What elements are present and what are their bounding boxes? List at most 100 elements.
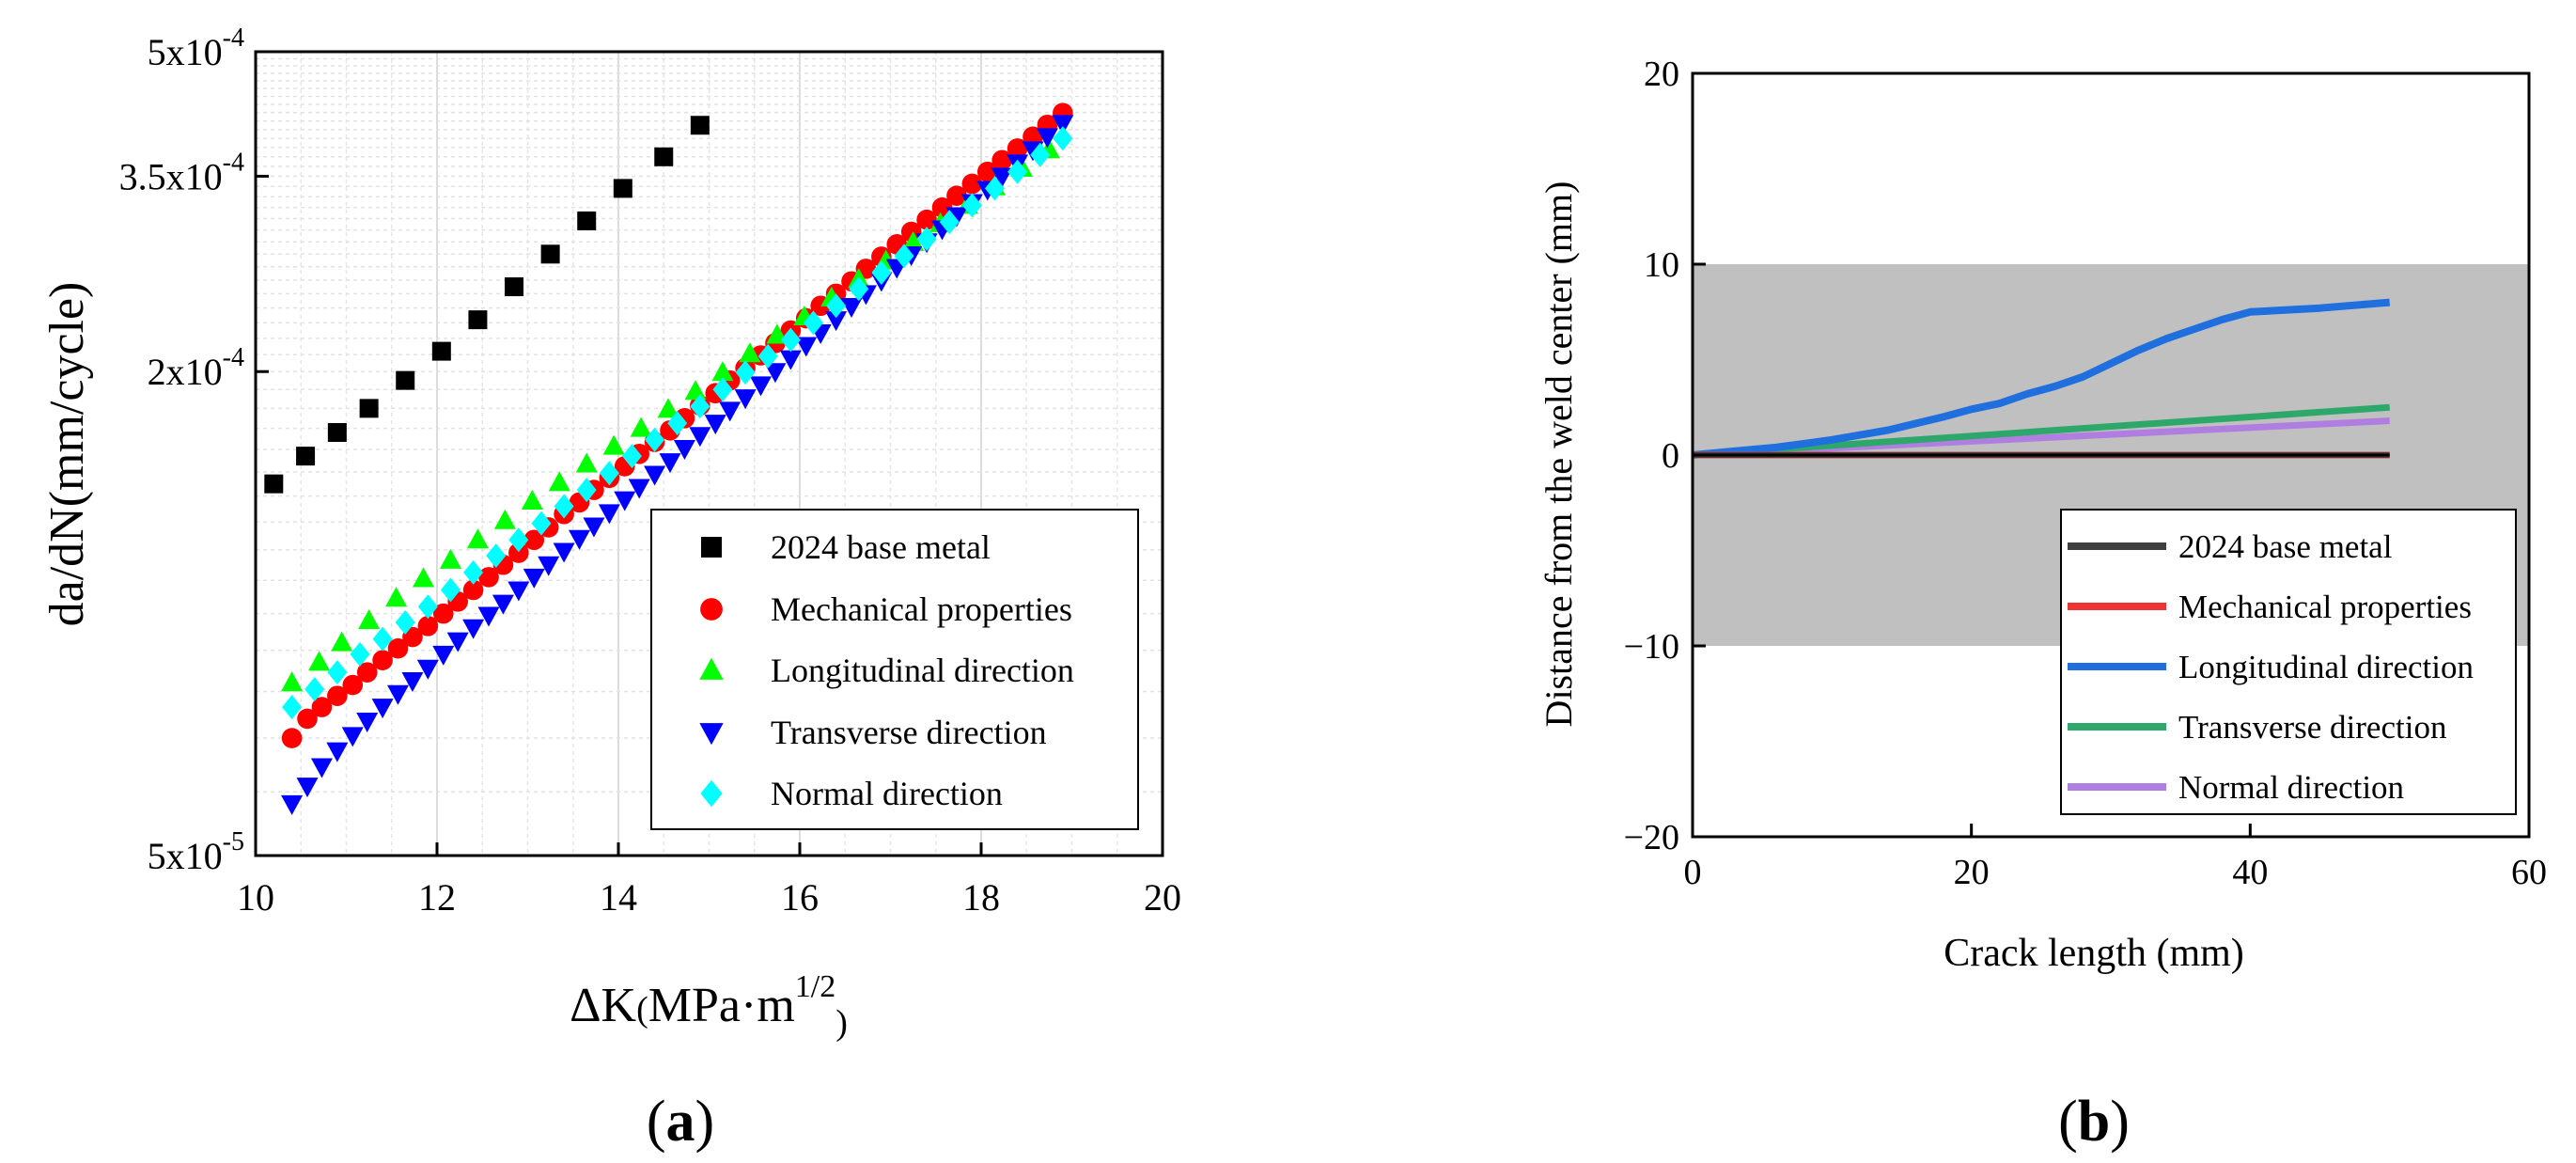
chart-a-point [902,230,925,251]
chart-a-y-tick-mantissa: 5x10 [148,31,223,73]
chart-a-point [795,337,818,357]
chart-a-point [840,297,863,318]
chart-a-point [468,310,488,330]
chart-b-y-tick-label: 20 [1644,55,1679,94]
chart-a-point [825,311,848,332]
chart-a-y-tick-exponent: -5 [223,827,244,857]
chart-a-point [359,399,379,418]
chart-a-point [356,662,378,683]
chart-a-point [540,244,560,264]
chart-a-point [946,185,967,206]
chart-a-point [719,401,742,422]
chart-a-point [1036,128,1058,149]
chart-a-point [690,116,710,135]
chart-a-point [486,543,507,569]
chart-a-point [304,677,325,702]
chart-a-point [413,567,435,588]
chart-a-point [976,161,998,182]
chart-b-legend-label-4: Normal direction [2178,769,2404,806]
chart-a-point [417,594,438,620]
chart-a-panel-open: ( [647,1090,666,1154]
chart-a-y-axis-label: da/dN(mm/cycle) [40,282,94,627]
chart-a-point [569,529,591,550]
chart-a-point [311,697,333,717]
chart-a-point [327,685,348,706]
chart-a-point [281,671,304,692]
chart-a-legend-marker-4 [700,779,723,808]
chart-a-point [396,370,415,390]
chart-a-point [690,394,710,419]
chart-a-point [575,452,598,473]
chart-b-legend-label-2: Longitudinal direction [2178,649,2474,685]
chart-a-point [684,380,707,401]
chart-a-x-label-close: ) [835,1003,848,1043]
chart-a-point [310,758,333,778]
chart-b-x-tick-label: 60 [2511,853,2547,892]
chart-a-point [350,641,370,667]
chart-a-point [439,548,461,569]
chart-a-point [401,672,424,693]
chart-a-frame [254,50,1164,857]
chart-a-point [507,581,530,602]
chart-a-legend-box [650,509,1139,830]
chart-a-point [712,377,733,402]
chart-a-point [645,427,665,452]
chart-b-x-tick-label: 40 [2232,853,2268,892]
chart-a-point [764,363,787,384]
chart-a-point [387,637,409,659]
chart-a-x-label-delta: ΔK [570,979,636,1032]
chart-a-point [673,439,695,460]
chart-a-point [621,444,642,469]
chart-a-point [711,361,734,382]
chart-a-y-tick-mantissa: 2x10 [148,351,223,393]
chart-a-point [916,227,937,252]
chart-a-point [689,427,711,448]
chart-a-y-tick-label: 2x10-4 [148,343,244,393]
chart-a-point [356,712,379,732]
chart-a-series-0 [264,116,710,494]
chart-a-point [508,527,529,553]
chart-a-point [462,619,485,639]
chart-b-panel-close: ) [2110,1090,2130,1154]
chart-b-x-tick-label: 20 [1954,853,1990,892]
chart-a-legend-label-3: Transverse direction [771,714,1047,751]
chart-a-y-tick-mantissa: 3.5x10 [119,155,223,197]
chart-a-x-axis-label: ΔK(MPa·m1/2) [570,969,848,1043]
chart-b-y-tick-label: 0 [1662,436,1679,476]
chart-a-point [296,778,319,798]
chart-a-point [326,742,349,762]
chart-a-point [657,398,679,418]
chart-a-point [1007,159,1028,184]
chart-a-point [916,209,937,230]
chart-a-point [659,453,681,474]
chart-a-legend-label-0: 2024 base metal [771,528,991,566]
chart-a-legend-label-2: Longitudinal direction [771,652,1074,689]
chart-a-point [402,626,423,648]
chart-a-legend-label-1: Mechanical properties [771,590,1072,628]
chart-a-point [387,684,410,705]
chart-a-point [395,610,415,636]
chart-b-x-tick-label: 0 [1684,853,1702,892]
chart-a-point [523,529,545,551]
chart-a-point [331,631,353,652]
chart-a-point [577,211,597,230]
chart-a-legend: 2024 base metal Mechanical properties Lo… [650,509,1139,830]
chart-b-panel-label: (b) [2058,1090,2130,1154]
chart-a-point [446,632,469,652]
chart-a-point [416,659,439,680]
chart-b-y-axis-label: Distance from the weld center (mm) [1538,181,1580,728]
chart-a-point [644,465,666,486]
chart-b-legend-label-0: 2024 base metal [2178,528,2393,565]
chart-b-legend-box [2060,509,2517,815]
chart-a-point [780,327,801,353]
chart-a-x-tick-label: 14 [600,876,637,919]
chart-a-point [849,276,869,302]
chart-a-y-tick-label: 5x10-5 [148,827,244,877]
chart-a-point [297,708,318,730]
chart-a-x-label-exp: 1/2 [795,969,835,1004]
chart-a-point [779,350,802,370]
chart-a-point [462,579,484,601]
chart-a-point [432,645,455,666]
